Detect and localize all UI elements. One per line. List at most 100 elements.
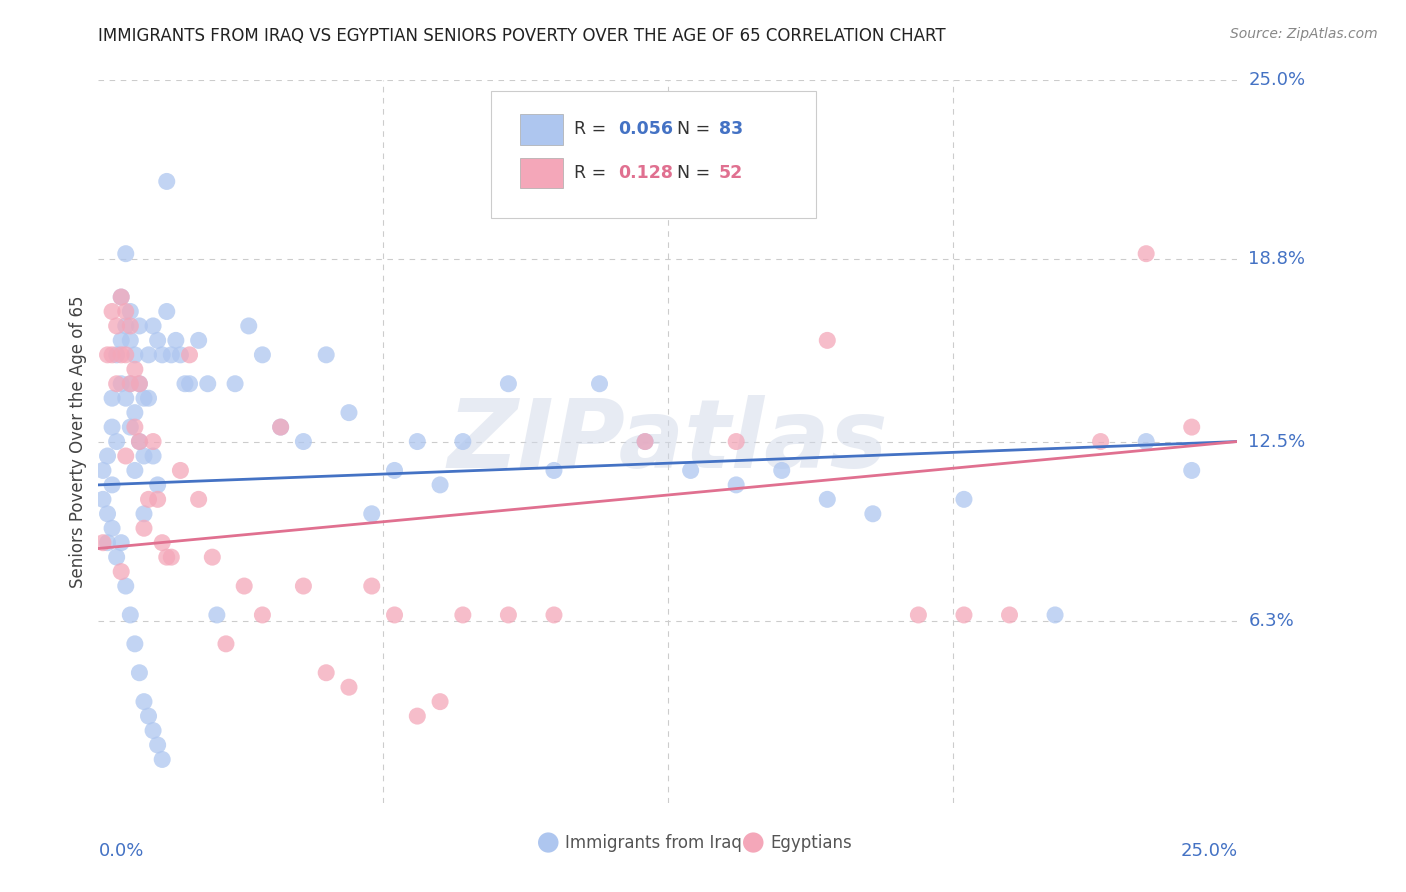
Point: [862, 507, 884, 521]
Point: [360, 579, 382, 593]
Point: [543, 607, 565, 622]
Point: [105, 318, 128, 333]
Point: [179, 348, 201, 362]
Point: [156, 304, 179, 318]
Text: Immigrants from Iraq: Immigrants from Iraq: [565, 833, 742, 852]
Point: [96, 535, 118, 549]
Text: 18.8%: 18.8%: [1249, 251, 1305, 268]
Point: [215, 637, 238, 651]
Point: [138, 348, 160, 362]
Point: [337, 680, 360, 694]
Text: 0.128: 0.128: [617, 164, 672, 182]
Point: [187, 334, 209, 348]
Point: [138, 492, 160, 507]
Point: [124, 420, 146, 434]
Point: [101, 420, 124, 434]
Point: [114, 449, 136, 463]
Point: [451, 434, 474, 449]
Point: [270, 420, 292, 434]
Point: [120, 304, 142, 318]
Point: [101, 391, 124, 405]
Point: [451, 607, 474, 622]
Point: [1135, 434, 1157, 449]
Point: [124, 463, 146, 477]
Point: [315, 665, 337, 680]
Point: [146, 738, 169, 752]
Point: [634, 434, 657, 449]
Point: [124, 348, 146, 362]
Point: [292, 579, 315, 593]
Point: [101, 478, 124, 492]
Point: [146, 334, 169, 348]
Point: [270, 420, 292, 434]
Y-axis label: Seniors Poverty Over the Age of 65: Seniors Poverty Over the Age of 65: [69, 295, 87, 588]
Point: [197, 376, 219, 391]
Point: [429, 695, 451, 709]
Point: [120, 376, 142, 391]
Point: [110, 535, 132, 549]
Point: [91, 463, 114, 477]
Text: 0.056: 0.056: [617, 120, 672, 138]
Point: [160, 550, 183, 565]
Point: [101, 521, 124, 535]
Text: R =: R =: [575, 164, 612, 182]
Point: [142, 723, 165, 738]
Point: [142, 434, 165, 449]
Point: [498, 607, 520, 622]
Point: [292, 434, 315, 449]
Point: [132, 695, 155, 709]
Point: [128, 434, 150, 449]
Point: [105, 348, 128, 362]
Point: [124, 362, 146, 376]
Point: [146, 478, 169, 492]
Point: [96, 449, 118, 463]
Text: Egyptians: Egyptians: [770, 833, 852, 852]
Point: [120, 420, 142, 434]
Point: [406, 434, 429, 449]
Point: [1090, 434, 1112, 449]
Point: [114, 246, 136, 260]
Point: [101, 348, 124, 362]
Point: [360, 507, 382, 521]
Point: [142, 318, 165, 333]
Point: [128, 376, 150, 391]
Point: [110, 376, 132, 391]
Point: [124, 406, 146, 420]
Point: [96, 507, 118, 521]
Point: [953, 607, 976, 622]
Point: [406, 709, 429, 723]
Point: [120, 334, 142, 348]
Ellipse shape: [538, 832, 558, 853]
Point: [634, 434, 657, 449]
Point: [150, 348, 173, 362]
Point: [1181, 463, 1204, 477]
Point: [156, 174, 179, 188]
Point: [252, 348, 274, 362]
Text: R =: R =: [575, 120, 612, 138]
Point: [679, 463, 702, 477]
Point: [252, 607, 274, 622]
Text: IMMIGRANTS FROM IRAQ VS EGYPTIAN SENIORS POVERTY OVER THE AGE OF 65 CORRELATION : IMMIGRANTS FROM IRAQ VS EGYPTIAN SENIORS…: [98, 27, 946, 45]
Point: [105, 376, 128, 391]
Point: [110, 334, 132, 348]
Point: [96, 348, 118, 362]
Point: [169, 348, 191, 362]
Point: [132, 391, 155, 405]
Point: [138, 391, 160, 405]
Point: [114, 579, 136, 593]
Bar: [520, 114, 562, 145]
Point: [128, 376, 150, 391]
Point: [114, 318, 136, 333]
Point: [110, 290, 132, 304]
Point: [953, 492, 976, 507]
Point: [120, 607, 142, 622]
Point: [128, 318, 150, 333]
Point: [337, 406, 360, 420]
Point: [120, 376, 142, 391]
Point: [725, 478, 748, 492]
Point: [205, 607, 228, 622]
Point: [138, 709, 160, 723]
Point: [1043, 607, 1066, 622]
Point: [91, 492, 114, 507]
Text: Source: ZipAtlas.com: Source: ZipAtlas.com: [1230, 27, 1378, 41]
